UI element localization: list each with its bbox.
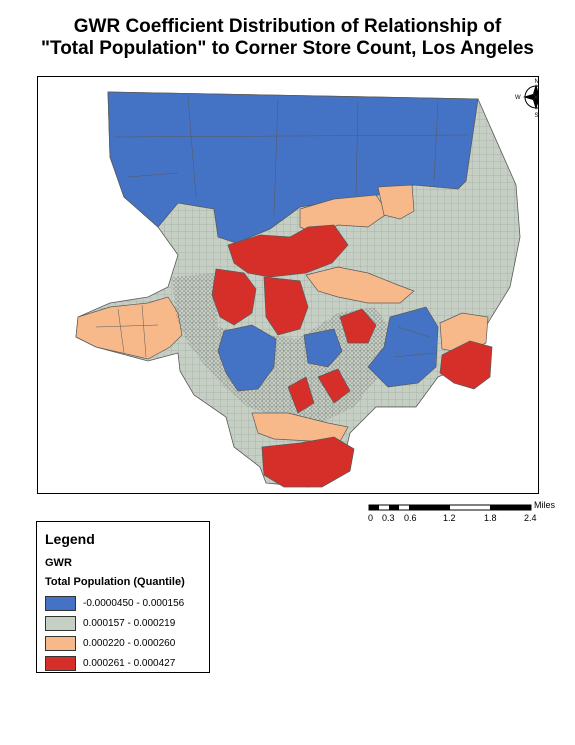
map-title-line-1: GWR Coefficient Distribution of Relation… (73, 16, 502, 37)
south-label: S (535, 113, 539, 119)
legend-item: -0.0000450 - 0.000156 (45, 596, 205, 613)
region-red-center-south[interactable] (287, 376, 315, 414)
region-orange-northeast[interactable] (377, 184, 415, 220)
scale-tick-0: 0 (368, 513, 374, 523)
scale-tick-3: 1.2 (443, 513, 456, 523)
map-title-line-2: "Total Population" to Corner Store Count… (40, 38, 535, 59)
scale-tick-2: 0.6 (404, 513, 417, 523)
legend-label: 0.000261 - 0.000427 (83, 658, 176, 669)
scale-tick-5: 2.4 (524, 513, 537, 523)
region-red-central[interactable] (263, 276, 309, 336)
west-label: W (515, 95, 521, 101)
legend-title: Legend (45, 531, 95, 547)
legend-item: 0.000220 - 0.000260 (45, 636, 205, 653)
region-blue-center[interactable] (303, 328, 343, 368)
legend-swatch-red (45, 656, 76, 671)
legend-swatch-orange (45, 636, 76, 651)
region-blue-center-west[interactable] (217, 324, 277, 392)
scale-unit-label: Miles (534, 500, 556, 510)
north-label: N (535, 79, 539, 85)
map-title: GWR Coefficient Distribution of Relation… (0, 16, 575, 60)
scale-bar: Miles 0 0.3 0.6 1.2 1.8 2.4 (368, 500, 568, 528)
legend-layer-name: GWR (45, 557, 72, 569)
legend-item: 0.000261 - 0.000427 (45, 656, 205, 673)
region-red-east[interactable] (439, 340, 493, 390)
map-frame[interactable]: N S E W (37, 76, 539, 494)
north-arrow: N S E W (515, 79, 539, 119)
legend-label: -0.0000450 - 0.000156 (83, 598, 185, 609)
region-red-south[interactable] (261, 436, 355, 488)
scale-tick-1: 0.3 (382, 513, 395, 523)
region-north-blue[interactable] (107, 91, 479, 244)
legend-label: 0.000157 - 0.000219 (83, 618, 176, 629)
choropleth-map[interactable]: N S E W (38, 77, 539, 494)
legend: Legend GWR Total Population (Quantile) -… (36, 521, 210, 673)
legend-field-name: Total Population (Quantile) (45, 576, 185, 588)
scale-tick-4: 1.8 (484, 513, 497, 523)
legend-label: 0.000220 - 0.000260 (83, 638, 176, 649)
region-red-south-mid[interactable] (317, 368, 351, 404)
legend-item: 0.000157 - 0.000219 (45, 616, 205, 633)
region-orange-mid[interactable] (305, 266, 415, 304)
region-red-north[interactable] (227, 224, 349, 278)
legend-swatch-gray (45, 616, 76, 631)
region-blue-east[interactable] (367, 306, 439, 388)
legend-swatch-blue (45, 596, 76, 611)
scale-bar-graphic (368, 504, 532, 511)
region-red-center[interactable] (339, 308, 377, 344)
